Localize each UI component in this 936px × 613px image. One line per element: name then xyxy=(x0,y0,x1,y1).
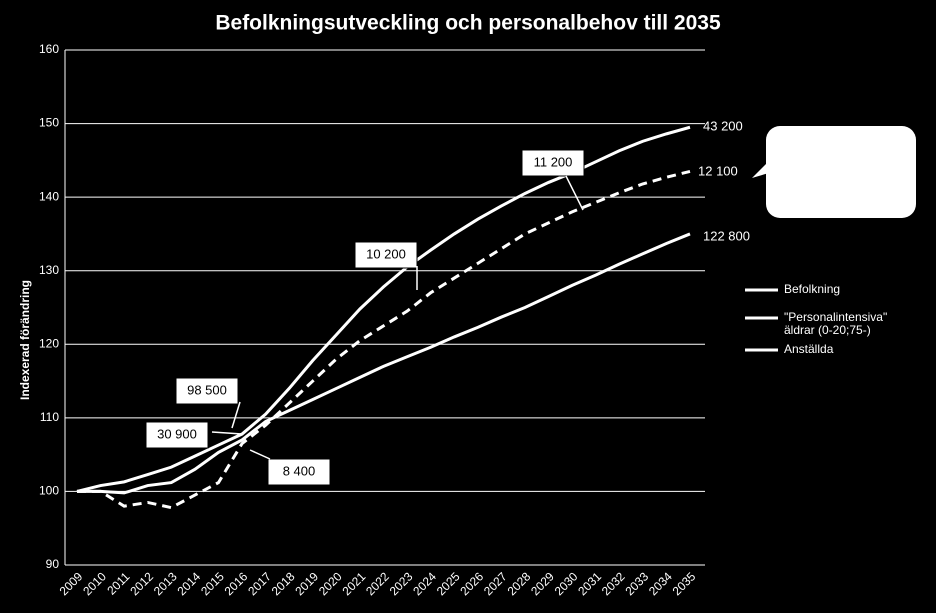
x-tick-label: 2010 xyxy=(80,569,109,598)
annotation: 122 800 xyxy=(703,228,750,243)
annotation: 10 200 xyxy=(366,246,406,261)
y-tick-label: 120 xyxy=(39,336,59,350)
x-tick-label: 2033 xyxy=(622,569,651,598)
y-tick-label: 110 xyxy=(40,410,59,424)
y-axis-label: Indexerad förändring xyxy=(18,280,32,400)
x-tick-label: 2016 xyxy=(222,569,251,598)
annotation-box xyxy=(267,458,331,486)
x-tick-label: 2026 xyxy=(457,569,486,598)
x-tick-label: 2018 xyxy=(269,569,298,598)
x-tick-label: 2029 xyxy=(528,569,557,598)
y-tick-label: 160 xyxy=(39,42,59,56)
y-tick-label: 150 xyxy=(39,116,59,130)
annotation-leader xyxy=(211,431,243,435)
legend-label: "Personalintensiva" äldrar (0-20;75-) xyxy=(784,310,888,337)
x-tick-label: 2011 xyxy=(104,569,132,597)
x-tick-label: 2025 xyxy=(434,569,463,598)
annotation-box xyxy=(521,149,585,177)
x-tick-label: 2034 xyxy=(646,569,675,598)
callout-box xyxy=(766,126,916,218)
x-tick-label: 2028 xyxy=(505,569,534,598)
legend-label: Anställda xyxy=(784,342,834,356)
chart-title: Befolkningsutveckling och personalbehov … xyxy=(215,12,721,35)
x-tick-label: 2032 xyxy=(599,569,628,598)
x-tick-label: 2035 xyxy=(670,569,699,598)
x-tick-label: 2023 xyxy=(387,569,416,598)
y-tick-label: 140 xyxy=(39,189,59,203)
x-tick-label: 2009 xyxy=(57,569,86,598)
x-tick-label: 2015 xyxy=(198,569,227,598)
x-tick-label: 2019 xyxy=(292,569,321,598)
annotation-box xyxy=(354,241,418,269)
annotation-leader xyxy=(231,401,241,429)
annotation-leader xyxy=(565,175,584,211)
y-tick-label: 130 xyxy=(39,263,59,277)
legend-label: Befolkning xyxy=(784,282,841,296)
annotation-leader xyxy=(249,449,271,460)
annotation-box xyxy=(145,421,209,449)
x-tick-label: 2022 xyxy=(363,569,392,598)
series-line xyxy=(76,125,691,493)
x-tick-label: 2027 xyxy=(481,569,510,598)
x-tick-label: 2014 xyxy=(174,569,203,598)
annotation: 12 100 xyxy=(698,163,738,178)
x-tick-label: 2020 xyxy=(316,569,345,598)
x-tick-label: 2031 xyxy=(575,569,604,598)
x-tick-label: 2013 xyxy=(151,569,180,598)
annotation: 8 400 xyxy=(283,463,316,478)
series-line xyxy=(77,169,691,510)
x-tick-label: 2012 xyxy=(127,569,156,598)
series-line xyxy=(77,232,691,495)
x-tick-label: 2030 xyxy=(552,569,581,598)
x-tick-label: 2021 xyxy=(340,569,369,598)
callout-tail xyxy=(752,160,772,178)
annotation: 30 900 xyxy=(157,426,197,441)
x-tick-label: 2017 xyxy=(245,569,274,598)
x-tick-label: 2024 xyxy=(410,569,439,598)
annotation: 98 500 xyxy=(187,382,227,397)
annotation: 43 200 xyxy=(703,118,743,133)
y-tick-label: 90 xyxy=(46,557,60,571)
annotation: 11 200 xyxy=(534,154,573,169)
y-tick-label: 100 xyxy=(39,484,59,498)
annotation-box xyxy=(175,377,239,405)
